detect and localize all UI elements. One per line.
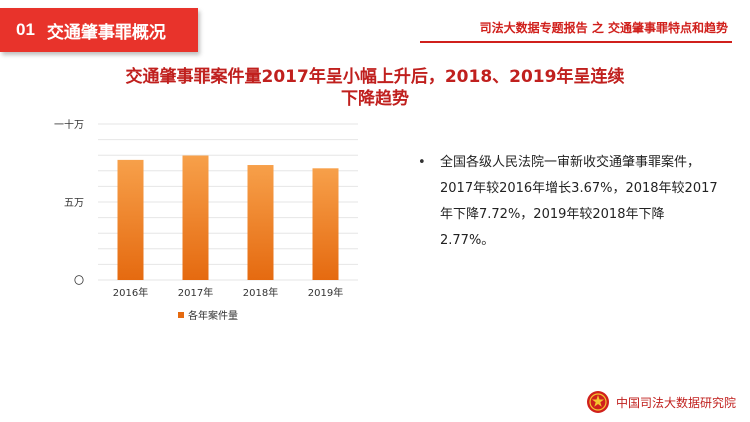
footer: 中国司法大数据研究院 <box>586 390 736 414</box>
y-tick-labels: 〇 五万 一十万 <box>54 118 84 287</box>
report-title: 司法大数据专题报告 之 交通肇事罪特点和趋势 <box>479 21 728 35</box>
bar <box>182 155 209 280</box>
slide-title: 交通肇事罪案件量2017年呈小幅上升后，2018、2019年呈连续 下降趋势 <box>60 66 690 110</box>
bar <box>117 159 144 280</box>
section-header-tab: 01 交通肇事罪概况 <box>0 8 198 52</box>
bar <box>312 168 339 280</box>
y-tick-label: 〇 <box>74 275 84 287</box>
bullet-icon: • <box>418 155 426 170</box>
y-tick-label: 一十万 <box>54 118 84 131</box>
slide-title-line-2: 下降趋势 <box>341 89 409 109</box>
header-divider <box>420 41 732 43</box>
bars <box>117 155 339 280</box>
legend-swatch <box>178 312 184 318</box>
x-tick-label: 2019年 <box>308 286 343 299</box>
bullet-list: • 全国各级人民法院一审新收交通肇事罪案件，2017年较2016年增长3.67%… <box>418 150 718 254</box>
section-number: 01 <box>16 20 35 39</box>
x-tick-label: 2017年 <box>178 286 213 299</box>
court-emblem-icon <box>586 391 609 413</box>
y-tick-label: 五万 <box>64 198 84 209</box>
legend-label: 各年案件量 <box>188 309 238 322</box>
organization-name: 中国司法大数据研究院 <box>615 395 736 410</box>
x-tick-label: 2016年 <box>113 286 148 299</box>
bullet-item: • 全国各级人民法院一审新收交通肇事罪案件，2017年较2016年增长3.67%… <box>418 150 718 254</box>
legend: 各年案件量 <box>178 309 238 322</box>
slide-title-line-1: 交通肇事罪案件量2017年呈小幅上升后，2018、2019年呈连续 <box>125 67 625 87</box>
x-tick-labels: 2016年 2017年 2018年 2019年 <box>113 286 343 299</box>
x-tick-label: 2018年 <box>243 286 278 299</box>
section-title: 交通肇事罪概况 <box>46 22 166 43</box>
bullet-text: 全国各级人民法院一审新收交通肇事罪案件，2017年较2016年增长3.67%，2… <box>440 155 718 248</box>
bar <box>247 165 274 280</box>
